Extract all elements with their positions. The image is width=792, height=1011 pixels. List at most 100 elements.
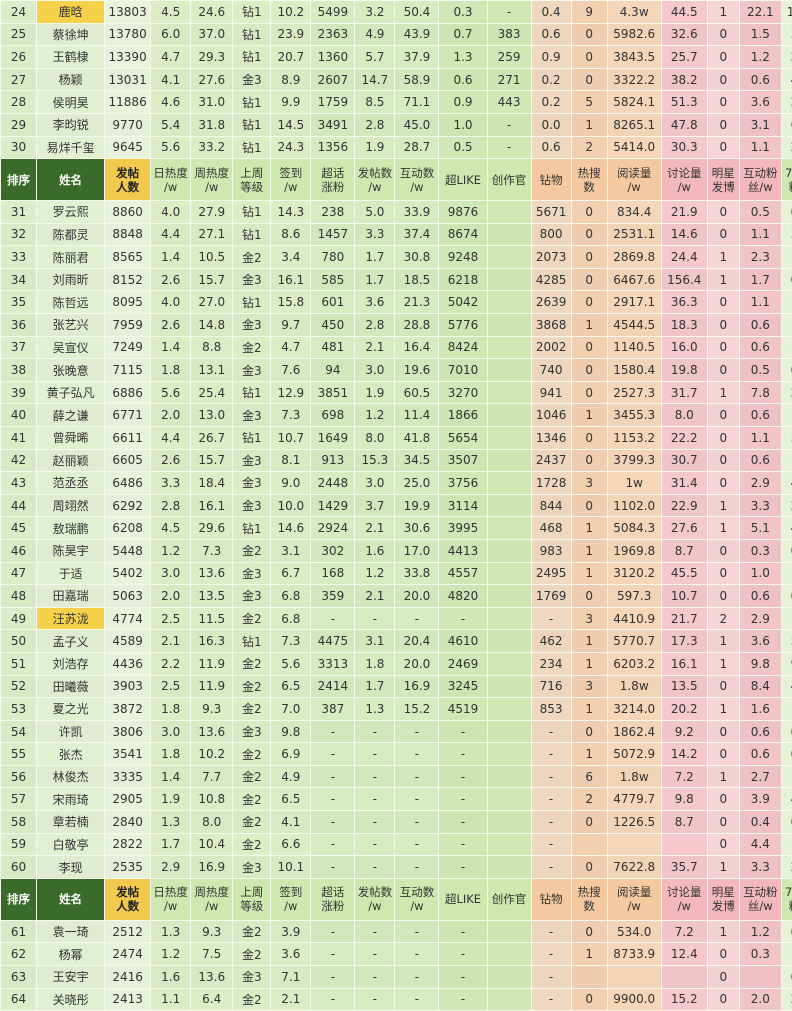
table-cell: 钻1 — [233, 291, 271, 314]
table-cell: - — [311, 856, 355, 879]
table-cell: - — [531, 788, 571, 811]
table-cell: 1.2 — [739, 920, 781, 943]
table-cell: 2607 — [311, 68, 355, 91]
table-cell: - — [531, 965, 571, 988]
table-cell: 5448 — [105, 539, 151, 562]
table-cell: 8.0 — [355, 426, 395, 449]
table-cell: 3.0 — [355, 472, 395, 495]
table-cell: 2.1 — [355, 585, 395, 608]
table-cell: 2.2 — [151, 652, 191, 675]
table-cell: 4475 — [311, 630, 355, 653]
table-cell — [487, 223, 531, 246]
table-cell: 3507 — [439, 449, 487, 472]
table-cell: 0 — [707, 336, 739, 359]
table-cell: 5770.7 — [607, 630, 661, 653]
name-cell: 罗云熙 — [37, 201, 105, 224]
table-cell: 0.6 — [439, 68, 487, 91]
table-cell: - — [355, 607, 395, 630]
table-cell: 450 — [311, 314, 355, 337]
name-cell: 敖瑞鹏 — [37, 517, 105, 540]
table-cell: - — [395, 788, 439, 811]
table-cell: 9 — [781, 652, 792, 675]
rank-cell: 50 — [1, 630, 37, 653]
table-cell: 1.2 — [151, 539, 191, 562]
table-cell: 2924 — [311, 517, 355, 540]
table-cell: 钻1 — [233, 517, 271, 540]
column-header: 明星发博 — [707, 878, 739, 920]
table-cell: 6605 — [105, 449, 151, 472]
table-cell: 1 — [571, 539, 607, 562]
table-cell: 1046 — [531, 404, 571, 427]
table-cell: 4.4 — [151, 426, 191, 449]
table-cell: 9.9 — [271, 91, 311, 114]
table-cell — [487, 426, 531, 449]
table-cell: 13780 — [105, 23, 151, 46]
table-cell: 0.6 — [739, 404, 781, 427]
table-cell: - — [395, 833, 439, 856]
table-cell: - — [311, 607, 355, 630]
table-cell: 6203.2 — [607, 652, 661, 675]
table-cell: 7959 — [105, 314, 151, 337]
column-header: 创作官 — [487, 159, 531, 201]
table-cell: 27.1 — [191, 223, 233, 246]
table-cell: 8.7 — [661, 539, 707, 562]
table-cell: 2.8 — [355, 113, 395, 136]
table-cell: 1 — [781, 449, 792, 472]
table-cell: 28.8 — [395, 314, 439, 337]
table-cell: 0 — [571, 381, 607, 404]
table-cell: 4436 — [105, 652, 151, 675]
table-cell: 0 — [571, 291, 607, 314]
table-cell: 27.6 — [661, 517, 707, 540]
column-header: 上周等级 — [233, 159, 271, 201]
table-cell: - — [355, 856, 395, 879]
table-cell: 金2 — [233, 765, 271, 788]
table-cell: 5654 — [439, 426, 487, 449]
table-cell: 4544.5 — [607, 314, 661, 337]
table-cell: 31.8 — [191, 113, 233, 136]
table-cell: 1 — [781, 765, 792, 788]
table-cell: 1.7 — [355, 675, 395, 698]
table-cell: 15.2 — [661, 988, 707, 1011]
table-cell: 3.3 — [739, 494, 781, 517]
table-cell: 1.1 — [739, 426, 781, 449]
name-cell: 杨颖 — [37, 68, 105, 91]
rank-cell: 60 — [1, 856, 37, 879]
table-cell — [487, 743, 531, 766]
table-cell: 1 — [781, 336, 792, 359]
table-cell: - — [311, 743, 355, 766]
table-cell: 1.8 — [151, 698, 191, 721]
table-cell: 44.5 — [661, 1, 707, 24]
name-cell: 陈哲远 — [37, 291, 105, 314]
table-cell: 1 — [707, 765, 739, 788]
table-cell: 5.6 — [151, 381, 191, 404]
rank-cell: 37 — [1, 336, 37, 359]
table-cell: 2.8 — [355, 314, 395, 337]
table-cell: 0 — [707, 562, 739, 585]
table-cell: 259 — [487, 46, 531, 69]
table-cell — [487, 291, 531, 314]
table-cell: 3 — [571, 675, 607, 698]
name-cell: 范丞丞 — [37, 472, 105, 495]
table-cell: 0 — [571, 201, 607, 224]
table-cell: 2.5 — [151, 675, 191, 698]
table-cell: 3313 — [311, 652, 355, 675]
table-cell: 5042 — [439, 291, 487, 314]
table-cell: 9645 — [105, 136, 151, 159]
table-cell — [607, 833, 661, 856]
table-cell: 钻1 — [233, 136, 271, 159]
rank-cell: 35 — [1, 291, 37, 314]
table-cell — [487, 788, 531, 811]
table-cell: 156.4 — [661, 268, 707, 291]
table-cell: 3756 — [439, 472, 487, 495]
table-cell: 金2 — [233, 920, 271, 943]
